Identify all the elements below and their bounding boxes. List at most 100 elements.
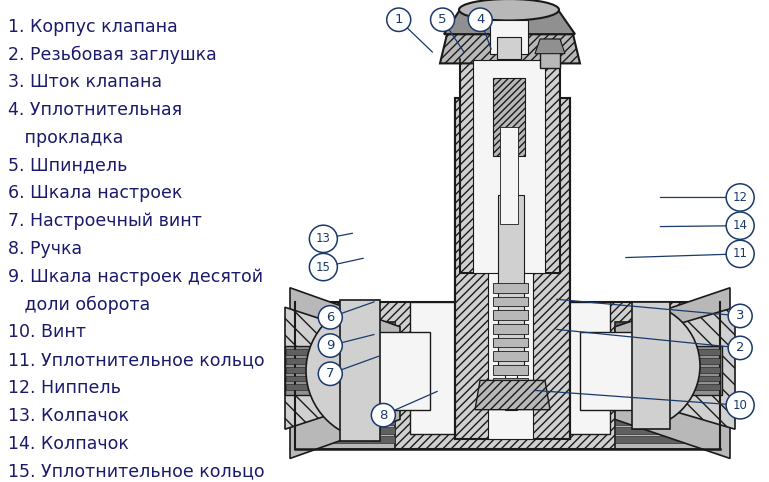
Bar [295,383,395,390]
Polygon shape [580,332,720,410]
Bar [493,378,528,388]
Bar [615,331,715,337]
Bar [295,331,395,337]
Bar [285,346,345,395]
Bar [615,375,715,381]
Bar [493,310,528,320]
Text: 13: 13 [316,232,331,245]
Bar [540,39,560,68]
Text: 2: 2 [736,341,744,354]
Text: 8. Ручка: 8. Ручка [8,240,82,258]
Bar [295,401,395,408]
Bar [340,300,380,441]
Text: 1: 1 [394,13,403,26]
Bar [295,418,395,425]
Text: 3. Шток клапана: 3. Шток клапана [8,73,162,91]
Bar [615,366,715,373]
Text: 13. Колпачок: 13. Колпачок [8,407,129,425]
Bar [295,427,395,434]
Circle shape [726,184,754,211]
Text: 6: 6 [326,311,335,324]
Bar [615,357,715,364]
Bar [615,383,715,390]
Bar [295,392,395,399]
Polygon shape [444,10,575,34]
Bar [615,401,715,408]
Text: 1. Корпус клапана: 1. Корпус клапана [8,17,178,36]
Polygon shape [295,332,430,410]
Text: 14. Колпачок: 14. Колпачок [8,435,129,453]
Bar [286,375,343,381]
Bar [632,302,670,429]
Bar [286,358,343,364]
Polygon shape [652,307,735,429]
Bar [295,348,395,355]
Bar [493,324,528,334]
Text: 5: 5 [438,13,447,26]
Bar [615,392,715,399]
Ellipse shape [459,0,559,20]
Circle shape [318,306,342,329]
Circle shape [726,212,754,240]
Polygon shape [290,288,400,458]
Polygon shape [295,302,720,449]
Text: доли оборота: доли оборота [8,295,150,314]
Bar [663,375,720,381]
Bar [295,322,395,329]
Text: 3: 3 [736,309,744,322]
Bar [615,436,715,443]
Bar [615,322,715,329]
Circle shape [468,8,492,31]
Bar [295,357,395,364]
Text: 7: 7 [326,367,335,380]
Bar [286,384,343,390]
Polygon shape [535,39,565,54]
Text: 10: 10 [733,399,747,412]
Text: 12. Ниппель: 12. Ниппель [8,379,121,397]
Text: 4: 4 [476,13,484,26]
Polygon shape [410,302,610,434]
Bar [662,346,722,395]
Text: 15: 15 [316,261,331,274]
Bar [500,127,518,224]
Circle shape [728,336,752,360]
Bar [295,410,395,416]
Circle shape [318,334,342,357]
Text: 9: 9 [326,339,335,352]
Polygon shape [440,34,580,64]
Bar [493,296,528,306]
Text: 11: 11 [733,247,747,260]
Circle shape [371,403,395,427]
Bar [493,78,525,156]
Circle shape [309,225,338,253]
Bar [295,436,395,443]
Bar [498,195,524,371]
Bar [295,375,395,381]
Polygon shape [460,58,560,273]
Text: 10. Винт: 10. Винт [8,323,86,341]
Bar [473,60,545,273]
Text: 9. Шкала настроек десятой: 9. Шкала настроек десятой [8,268,263,286]
Bar [493,351,528,361]
Text: 7. Настроечный винт: 7. Настроечный винт [8,212,202,230]
Text: 2. Резьбовая заглушка: 2. Резьбовая заглушка [8,45,217,64]
Bar [295,322,395,449]
Bar [493,365,528,375]
Circle shape [726,391,754,419]
Bar [493,283,528,293]
Circle shape [431,8,454,31]
Wedge shape [306,300,378,441]
Text: 11. Уплотнительное кольцо: 11. Уплотнительное кольцо [8,351,265,369]
Text: 14: 14 [733,219,747,232]
Polygon shape [615,288,730,458]
Bar [615,410,715,416]
Text: 8: 8 [379,409,388,422]
Bar [615,427,715,434]
Bar [615,418,715,425]
Bar [615,348,715,355]
Wedge shape [635,302,700,429]
Polygon shape [285,307,360,429]
Bar [490,19,528,54]
Circle shape [728,304,752,328]
Text: 4. Уплотнительная: 4. Уплотнительная [8,101,182,119]
